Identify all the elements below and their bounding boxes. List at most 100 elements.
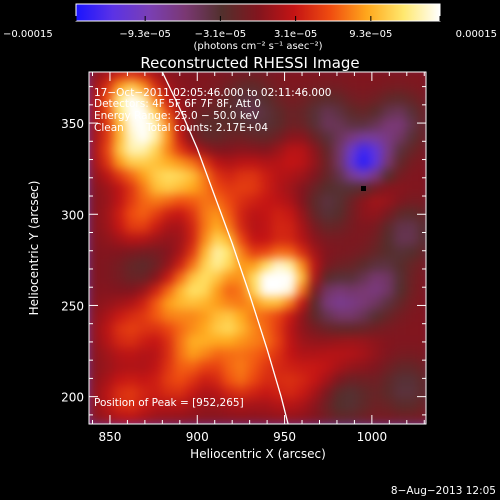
heatmap-cell	[210, 219, 224, 233]
heatmap-cell	[198, 244, 212, 259]
heatmap-cell	[149, 244, 163, 259]
heatmap-cell	[149, 257, 163, 272]
heatmap-cell	[271, 410, 286, 424]
heatmap-cell	[284, 321, 298, 336]
heatmap-cell	[418, 155, 426, 170]
heatmap-cell	[345, 193, 359, 208]
heatmap-cell	[149, 104, 163, 119]
heatmap-cell	[381, 155, 396, 170]
heatmap-cell	[137, 129, 151, 144]
heatmap-cell	[320, 346, 334, 361]
heatmap-cell	[418, 308, 426, 323]
heatmap-cell	[235, 129, 249, 144]
heatmap-cell	[161, 155, 176, 170]
heatmap-cell	[320, 397, 334, 412]
heatmap-cell	[271, 308, 286, 323]
heatmap-cell	[198, 334, 212, 348]
heatmap-cell	[357, 72, 371, 80]
heatmap-cell	[247, 180, 261, 195]
heatmap-cell	[308, 270, 322, 285]
heatmap-cell	[247, 334, 261, 348]
colorbar-tick-label: 0.00015	[456, 29, 497, 40]
heatmap-cell	[247, 244, 261, 259]
heatmap-cell	[210, 308, 224, 323]
heatmap-cell	[222, 244, 237, 259]
heatmap-cell	[345, 168, 359, 182]
heatmap-cell	[394, 359, 408, 374]
heatmap-cell	[198, 308, 212, 323]
heatmap-cell	[418, 283, 426, 297]
heatmap-cell	[308, 180, 322, 195]
heatmap-cell	[89, 295, 102, 310]
heatmap-cell	[186, 104, 200, 119]
heatmap-cell	[210, 372, 224, 387]
heatmap-cell	[161, 129, 176, 144]
heatmap-cell	[174, 206, 188, 221]
heatmap-cell	[137, 295, 151, 310]
heatmap-cell	[161, 283, 176, 297]
heatmap-cell	[247, 193, 261, 208]
heatmap-cell	[369, 385, 383, 399]
heatmap-cell	[210, 117, 224, 131]
heatmap-cell	[210, 359, 224, 374]
heatmap-cell	[125, 385, 139, 399]
heatmap-cell	[89, 219, 102, 233]
heatmap-cell	[174, 91, 188, 106]
heatmap-cell	[296, 346, 310, 361]
heatmap-cell	[100, 244, 114, 259]
heatmap-cell	[149, 142, 163, 157]
heatmap-cell	[186, 321, 200, 336]
heatmap-cell	[112, 372, 127, 387]
heatmap-cell	[369, 308, 383, 323]
annotation-peak-position: Position of Peak = [952,265]	[94, 397, 244, 409]
heatmap-cell	[174, 372, 188, 387]
heatmap-cell	[332, 334, 347, 348]
heatmap-cell	[418, 129, 426, 144]
heatmap-cell	[149, 72, 163, 80]
heatmap-cell	[406, 219, 420, 233]
heatmap-cell	[284, 117, 298, 131]
heatmap-cell	[125, 270, 139, 285]
heatmap-cell	[320, 180, 334, 195]
heatmap-cell	[345, 359, 359, 374]
heatmap-cell	[406, 78, 420, 93]
heatmap-cell	[259, 117, 273, 131]
heatmap-cell	[125, 155, 139, 170]
heatmap-cell	[320, 270, 334, 285]
heatmap-cell	[418, 372, 426, 387]
heatmap-cell	[296, 129, 310, 144]
heatmap-cell	[247, 155, 261, 170]
heatmap-cell	[418, 295, 426, 310]
heatmap-cell	[345, 104, 359, 119]
heatmap-cell	[210, 283, 224, 297]
colorbar-tick-label: 9.3e−05	[349, 29, 392, 40]
heatmap-cell	[308, 334, 322, 348]
heatmap-cell	[247, 308, 261, 323]
heatmap-cell	[369, 104, 383, 119]
heatmap-cell	[284, 244, 298, 259]
heatmap-cell	[235, 193, 249, 208]
heatmap-cell	[222, 219, 237, 233]
heatmap-cell	[259, 219, 273, 233]
heatmap-cell	[210, 72, 224, 80]
heatmap-cell	[308, 308, 322, 323]
heatmap-cell	[112, 308, 127, 323]
heatmap-cell	[296, 142, 310, 157]
heatmap-cell	[89, 346, 102, 361]
heatmap-cell	[406, 385, 420, 399]
heatmap-cell	[161, 231, 176, 246]
heatmap-cell	[296, 308, 310, 323]
heatmap-cell	[100, 257, 114, 272]
heatmap-cell	[137, 155, 151, 170]
heatmap-cell	[100, 308, 114, 323]
heatmap-cell	[418, 142, 426, 157]
heatmap-cell	[149, 372, 163, 387]
heatmap-cell	[112, 168, 127, 182]
heatmap-cell	[345, 346, 359, 361]
heatmap-cell	[89, 72, 102, 80]
heatmap-cell	[308, 206, 322, 221]
heatmap-cell	[235, 219, 249, 233]
heatmap-cell	[100, 142, 114, 157]
heatmap-cell	[125, 231, 139, 246]
heatmap-cell	[210, 346, 224, 361]
